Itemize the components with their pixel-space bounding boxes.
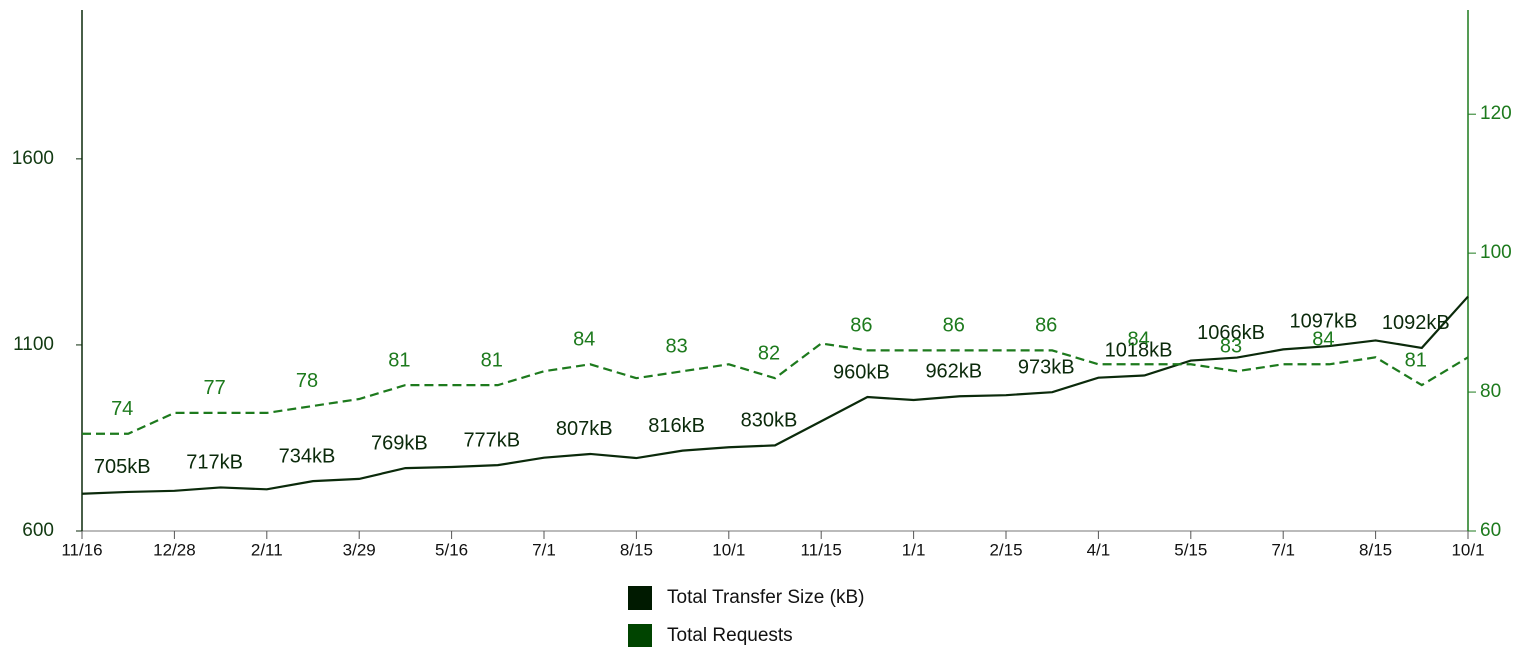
x-tick-label: 10/1 [1451, 540, 1484, 559]
legend-swatch [628, 624, 652, 647]
data-label: 960kB [833, 361, 890, 383]
data-label: 81 [388, 349, 410, 371]
x-tick-label: 8/15 [620, 540, 653, 559]
data-label: 769kB [371, 432, 428, 454]
legend-label: Total Transfer Size (kB) [667, 587, 864, 608]
x-tick-label: 2/11 [251, 540, 283, 559]
y-tick-label: 600 [22, 520, 54, 541]
series-line [82, 342, 1469, 435]
y2-tick-label: 80 [1480, 381, 1501, 402]
x-tick-label: 5/16 [435, 540, 468, 559]
data-label: 1092kB [1382, 312, 1450, 334]
data-label: 734kB [279, 445, 336, 467]
x-tick-label: 11/16 [61, 540, 102, 559]
data-label: 81 [1405, 349, 1427, 371]
x-tick-label: 12/28 [153, 540, 196, 559]
data-label: 1066kB [1197, 322, 1265, 344]
x-tick-label: 7/1 [532, 540, 556, 559]
data-label: 86 [943, 315, 965, 337]
y-tick-label: 1600 [12, 148, 54, 169]
series-line [81, 295, 1469, 495]
data-label: 77 [203, 377, 225, 399]
y-tick-label: 1100 [13, 334, 54, 355]
data-label: 84 [1127, 329, 1149, 351]
data-label: 830kB [741, 410, 798, 432]
data-label: 84 [1312, 329, 1334, 351]
y2-tick-label: 60 [1480, 520, 1501, 541]
data-label: 1097kB [1289, 310, 1357, 332]
data-label: 816kB [648, 415, 705, 437]
y2-tick-label: 100 [1480, 242, 1512, 263]
x-tick-label: 1/1 [902, 540, 926, 559]
data-label: 705kB [94, 456, 151, 478]
data-label: 717kB [186, 452, 243, 474]
data-label: 81 [481, 349, 503, 371]
data-label: 83 [1220, 336, 1242, 358]
x-tick-label: 4/1 [1087, 540, 1111, 559]
data-label: 74 [111, 398, 133, 420]
data-label: 83 [665, 336, 687, 358]
x-tick-label: 2/15 [989, 540, 1022, 559]
data-label: 84 [573, 329, 595, 351]
x-tick-label: 8/15 [1359, 540, 1392, 559]
data-label: 807kB [556, 418, 613, 440]
data-label: 78 [296, 370, 318, 392]
legend-swatch [628, 586, 652, 610]
y2-tick-label: 120 [1480, 103, 1512, 124]
x-tick-label: 5/15 [1174, 540, 1207, 559]
x-tick-label: 11/15 [801, 540, 842, 559]
x-tick-label: 10/1 [712, 540, 745, 559]
x-tick-label: 7/1 [1271, 540, 1295, 559]
data-label: 86 [850, 315, 872, 337]
legend-label: Total Requests [667, 625, 793, 646]
data-label: 777kB [463, 429, 520, 451]
data-label: 86 [1035, 315, 1057, 337]
data-label: 962kB [925, 361, 982, 383]
x-tick-label: 3/29 [343, 540, 376, 559]
data-label: 973kB [1018, 356, 1075, 378]
data-label: 1018kB [1105, 340, 1173, 362]
data-label: 82 [758, 342, 780, 364]
